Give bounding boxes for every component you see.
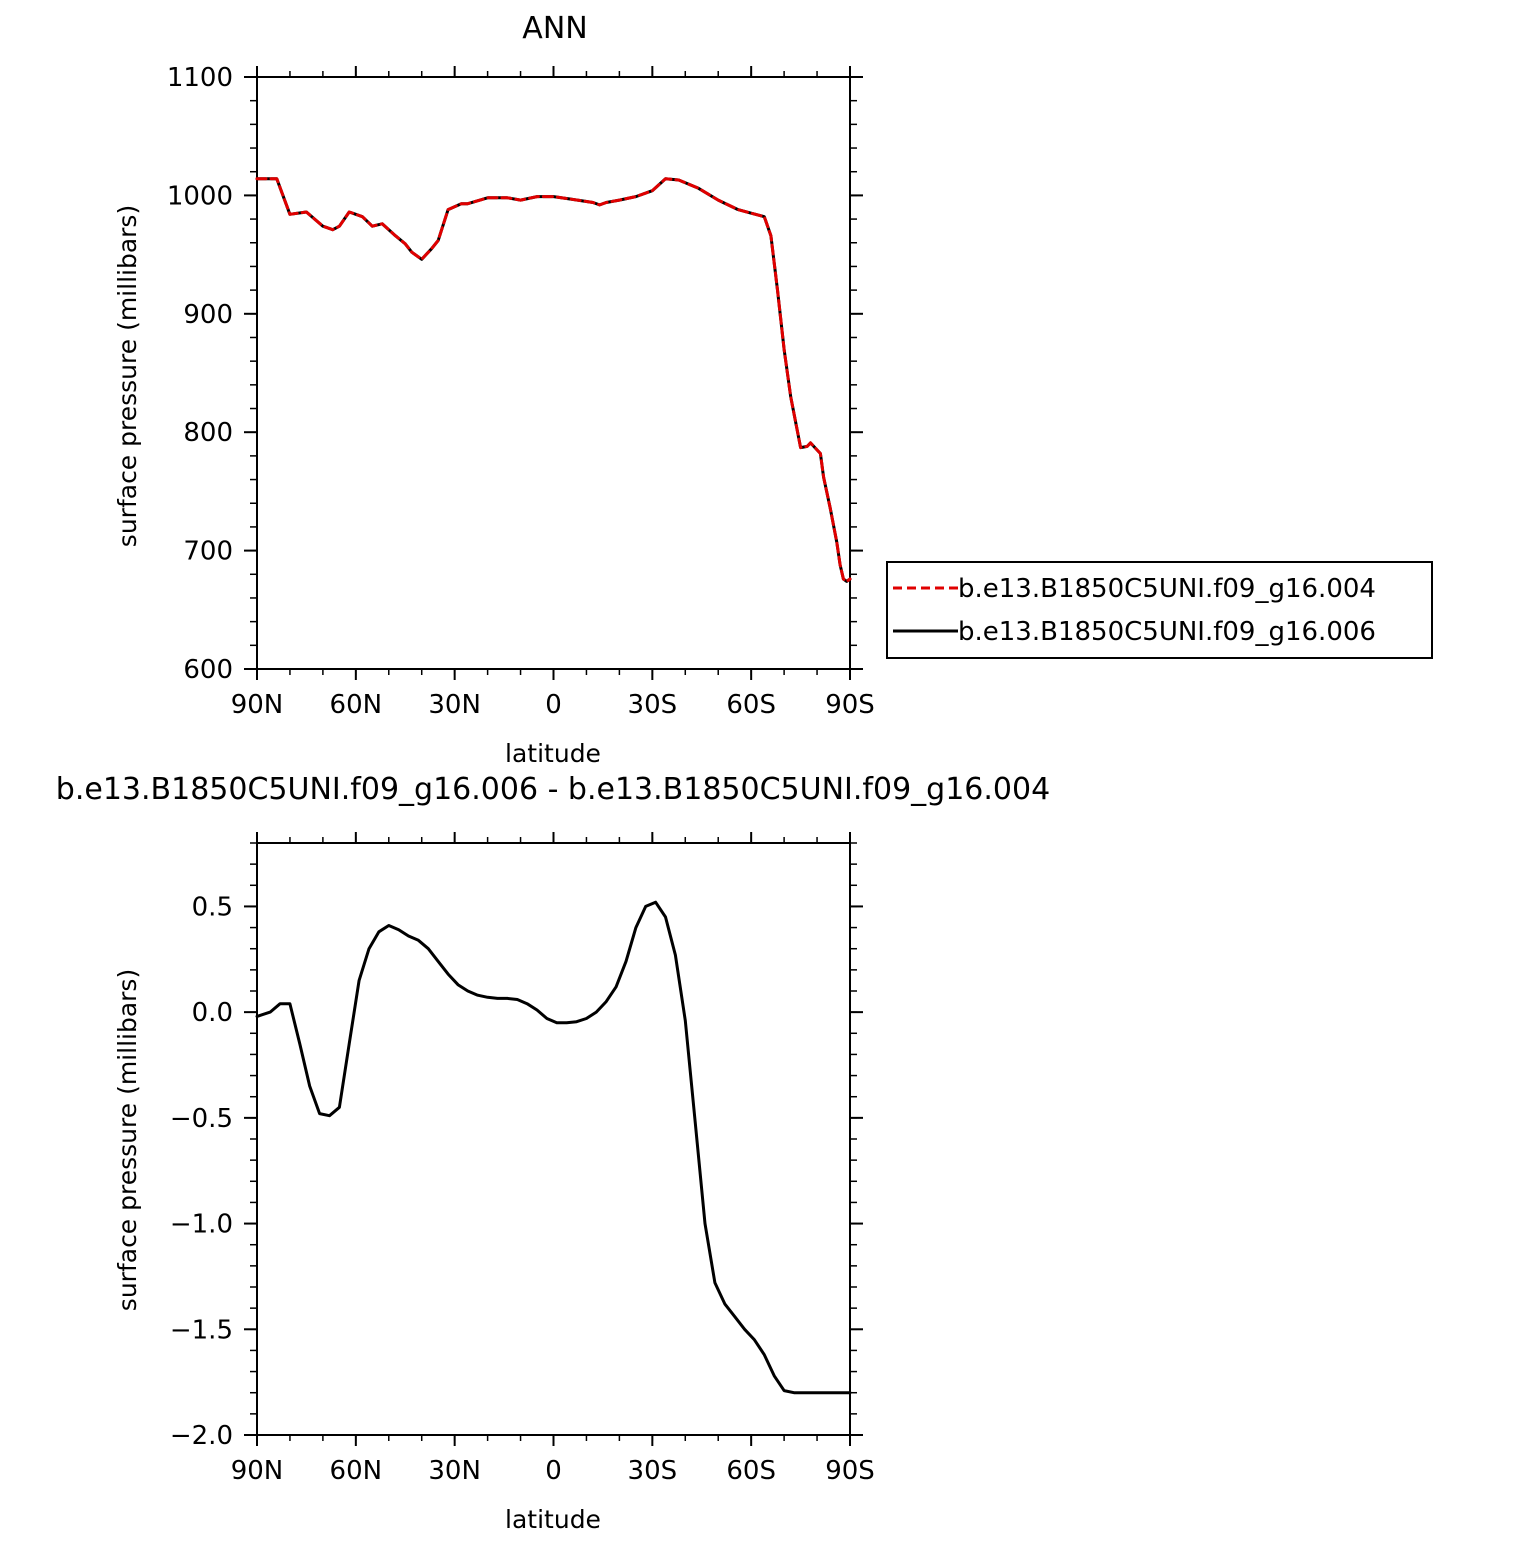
chart-2-x-tick-label: 0 (545, 1456, 562, 1486)
chart-2-y-tick-label: 0.0 (192, 998, 233, 1028)
chart-1-legend: b.e13.B1850C5UNI.f09_g16.004 b.e13.B1850… (886, 561, 1433, 659)
chart-2-x-tick-label: 30N (428, 1456, 481, 1486)
chart-2-x-tick-label: 60N (330, 1456, 383, 1486)
chart-2-x-tick-label: 60S (726, 1456, 776, 1486)
chart-1-plot-frame (256, 76, 851, 670)
legend-label-series-1: b.e13.B1850C5UNI.f09_g16.004 (958, 574, 1376, 604)
chart-2-y-tick-label: −1.5 (170, 1315, 233, 1345)
chart-1-ylabel: surface pressure (millibars) (113, 205, 142, 547)
chart-1-y-tick-label: 600 (183, 655, 233, 685)
chart-1-x-tick-label: 30N (428, 690, 481, 720)
chart-2-ylabel: surface pressure (millibars) (113, 969, 142, 1311)
chart-1-x-tick-label: 60S (726, 690, 776, 720)
chart-1-y-tick-label: 1000 (167, 181, 233, 211)
chart-1-title: ANN (522, 11, 587, 46)
chart-1-y-tick-label: 900 (183, 300, 233, 330)
chart-2-x-tick-label: 90S (825, 1456, 875, 1486)
chart-1-y-tick-label: 700 (183, 537, 233, 567)
chart-2-y-tick-label: 0.5 (192, 892, 233, 922)
chart-2-series-1-line (255, 900, 852, 1395)
chart-1-x-tick-label: 60N (330, 690, 383, 720)
chart-2-y-tick-label: −1.0 (170, 1210, 233, 1240)
legend-label-series-2: b.e13.B1850C5UNI.f09_g16.006 (958, 617, 1376, 647)
chart-1-series-1-line (255, 177, 852, 583)
chart-2-plot-frame (256, 842, 851, 1436)
chart-2-title: b.e13.B1850C5UNI.f09_g16.006 - b.e13.B18… (56, 772, 1050, 807)
chart-1-y-tick-label: 800 (183, 418, 233, 448)
chart-1-xlabel: latitude (505, 739, 601, 768)
chart-1-y-tick-label: 1100 (167, 63, 233, 93)
chart-1-x-tick-label: 90N (231, 690, 284, 720)
chart-1-x-tick-label: 90S (825, 690, 875, 720)
legend-box (886, 561, 1433, 659)
chart-2-x-tick-label: 30S (628, 1456, 678, 1486)
chart-1-x-tick-label: 30S (628, 690, 678, 720)
chart-2-xlabel: latitude (505, 1505, 601, 1534)
plots-layer: 90N 60N 30N 0 30S 60S 90S 600 700 800 900 1000 1100 9… (167, 63, 875, 1486)
chart-2-y-tick-label: −2.0 (170, 1421, 233, 1451)
chart-2-y-tick-label: −0.5 (170, 1104, 233, 1134)
chart-1-x-tick-label: 0 (545, 690, 562, 720)
chart-2-x-tick-label: 90N (231, 1456, 284, 1486)
chart-1-series-2-line (255, 177, 852, 583)
